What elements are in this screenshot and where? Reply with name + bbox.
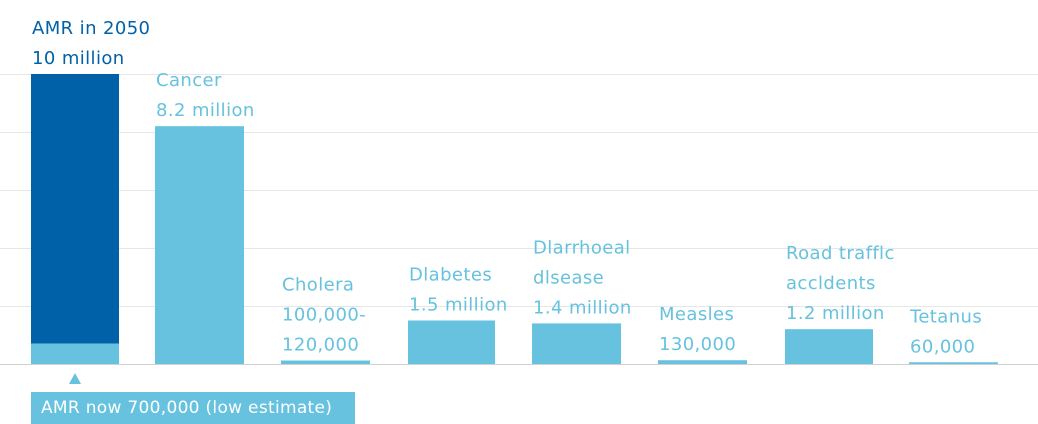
bar-cancer bbox=[155, 126, 244, 364]
up-triangle-icon bbox=[69, 373, 81, 384]
bar-label-tetanus: Tetanus bbox=[909, 306, 982, 327]
bar-label-diabetes: Dlabetes bbox=[409, 265, 492, 286]
bar-label-cholera: 120,000 bbox=[282, 335, 359, 356]
bar-label-road: 1.2 million bbox=[786, 303, 885, 324]
bar-label-measles: 130,000 bbox=[659, 334, 736, 355]
bar-cholera bbox=[281, 360, 370, 364]
bar-label-cholera: 100,000- bbox=[282, 305, 366, 326]
bar-diarrhoeal bbox=[532, 323, 621, 364]
bar-label-cancer: Cancer bbox=[156, 70, 222, 91]
bar-label-cancer: 8.2 million bbox=[156, 100, 255, 121]
bar-label-diarrhoeal: dlsease bbox=[533, 267, 604, 288]
bar-label-cholera: Cholera bbox=[282, 275, 354, 296]
bar-amr-projection bbox=[31, 74, 119, 344]
amr-now-annotation: AMR now 700,000 (low estimate) bbox=[31, 392, 355, 424]
bar-label-amr: AMR in 2050 bbox=[32, 18, 150, 39]
bar-label-diabetes: 1.5 million bbox=[409, 295, 508, 316]
bar-label-amr: 10 million bbox=[32, 48, 125, 69]
bar-label-tetanus: 60,000 bbox=[910, 336, 975, 357]
bar-label-road: Road trafflc bbox=[786, 243, 895, 264]
bar-diabetes bbox=[408, 320, 495, 364]
bar-amr-current bbox=[31, 343, 119, 364]
bar-label-diarrhoeal: Dlarrhoeal bbox=[533, 237, 631, 258]
bar-label-road: accldents bbox=[786, 273, 876, 294]
amr-deaths-chart: AMR in 2050 10 million Cancer 8.2 million Ch… bbox=[0, 18, 1038, 384]
bar-label-diarrhoeal: 1.4 million bbox=[533, 297, 632, 318]
bar-measles bbox=[658, 360, 747, 364]
bar-road bbox=[785, 329, 873, 364]
bar-label-measles: Measles bbox=[659, 304, 734, 325]
bar-tetanus bbox=[909, 362, 998, 364]
